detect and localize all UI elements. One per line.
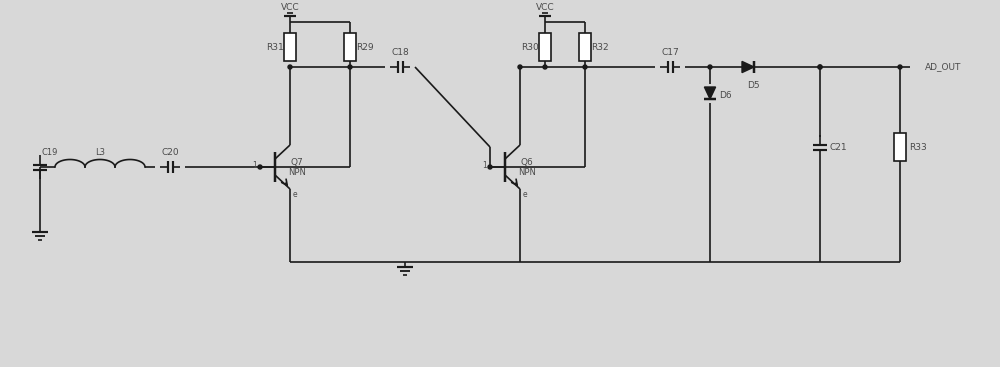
Circle shape [583, 65, 587, 69]
Text: C20: C20 [161, 148, 179, 156]
Bar [894, 133, 906, 161]
Text: C17: C17 [661, 47, 679, 57]
Text: e: e [293, 189, 297, 199]
Text: 1: 1 [253, 160, 257, 170]
Text: C19: C19 [42, 148, 58, 156]
Text: NPN: NPN [288, 167, 306, 177]
Circle shape [898, 65, 902, 69]
Text: C21: C21 [829, 142, 847, 152]
Text: D5: D5 [747, 80, 759, 90]
Text: R29: R29 [356, 43, 374, 51]
Text: R32: R32 [591, 43, 609, 51]
Bar [344, 33, 356, 61]
Polygon shape [742, 61, 754, 73]
Circle shape [543, 65, 547, 69]
Circle shape [348, 65, 352, 69]
Text: VCC: VCC [536, 3, 554, 11]
Bar [539, 33, 551, 61]
Circle shape [488, 165, 492, 169]
Circle shape [818, 65, 822, 69]
Text: R31: R31 [266, 43, 284, 51]
Text: NPN: NPN [518, 167, 536, 177]
Text: Q6: Q6 [521, 157, 533, 167]
Text: e: e [523, 189, 527, 199]
Bar [284, 33, 296, 61]
Polygon shape [704, 87, 716, 99]
Text: Q7: Q7 [291, 157, 303, 167]
Circle shape [518, 65, 522, 69]
Text: VCC: VCC [281, 3, 299, 11]
Text: L3: L3 [95, 148, 105, 156]
Circle shape [708, 65, 712, 69]
Circle shape [818, 65, 822, 69]
Bar [579, 33, 591, 61]
Text: AD_OUT: AD_OUT [925, 62, 961, 72]
Circle shape [258, 165, 262, 169]
Circle shape [288, 65, 292, 69]
Text: D6: D6 [719, 91, 731, 99]
Text: 1: 1 [483, 160, 487, 170]
Text: R30: R30 [521, 43, 539, 51]
Text: C18: C18 [391, 47, 409, 57]
Text: R33: R33 [909, 142, 927, 152]
